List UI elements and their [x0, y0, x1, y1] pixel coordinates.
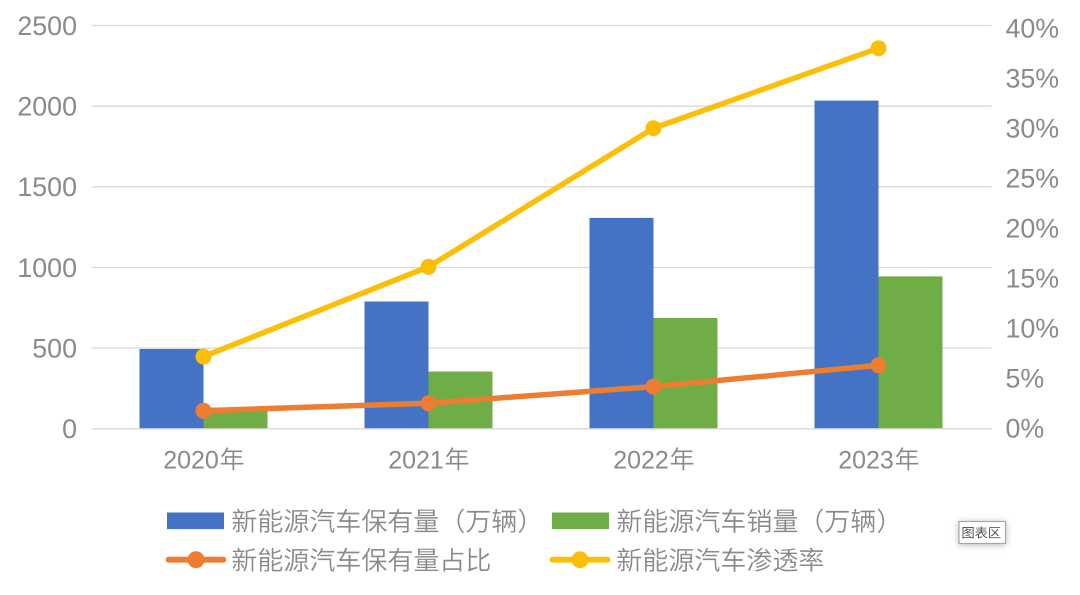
- svg-text:10%: 10%: [1006, 314, 1060, 344]
- svg-text:40%: 40%: [1006, 14, 1060, 44]
- svg-text:1500: 1500: [17, 172, 77, 202]
- svg-text:2000: 2000: [17, 92, 77, 122]
- svg-text:2021: 2021: [388, 446, 444, 474]
- svg-text:2023: 2023: [838, 446, 894, 474]
- svg-text:20%: 20%: [1006, 214, 1060, 244]
- svg-text:15%: 15%: [1006, 264, 1060, 294]
- svg-text:2020: 2020: [163, 446, 219, 474]
- svg-text:30%: 30%: [1006, 114, 1060, 144]
- svg-text:35%: 35%: [1006, 64, 1060, 94]
- svg-text:5%: 5%: [1006, 364, 1045, 394]
- svg-text:0: 0: [62, 414, 77, 444]
- svg-text:25%: 25%: [1006, 164, 1060, 194]
- svg-text:500: 500: [32, 333, 77, 363]
- svg-text:1000: 1000: [17, 253, 77, 283]
- svg-text:2500: 2500: [17, 11, 77, 41]
- svg-text:0%: 0%: [1006, 414, 1045, 444]
- svg-text:2022: 2022: [613, 446, 669, 474]
